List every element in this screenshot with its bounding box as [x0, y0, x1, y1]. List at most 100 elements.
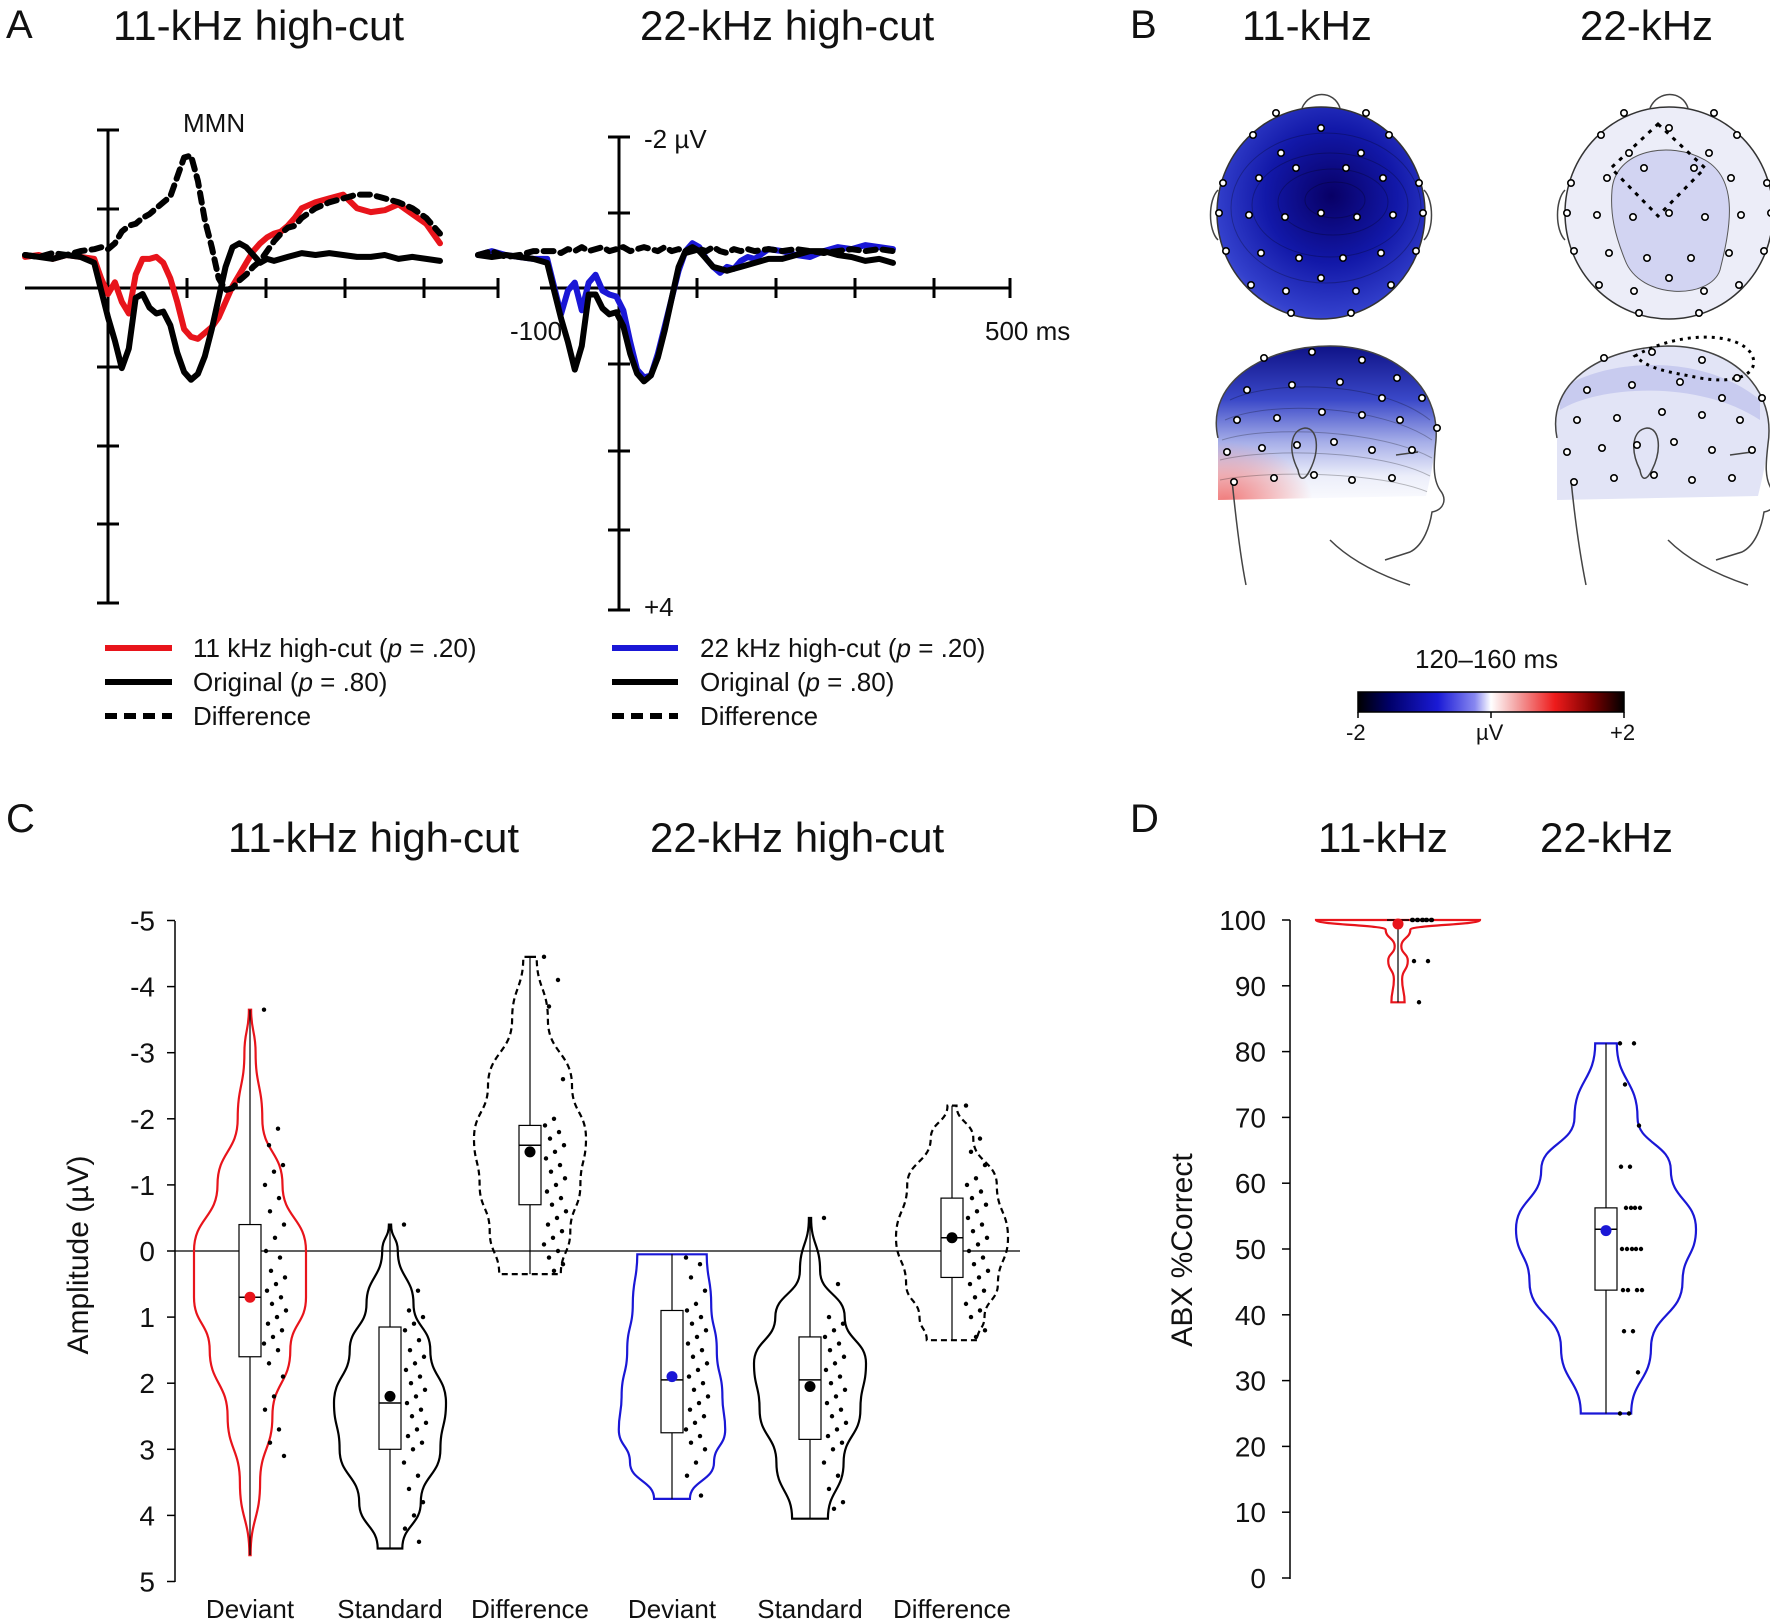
c-deviant-point	[275, 1347, 281, 1353]
electrode-dot	[1583, 385, 1592, 394]
c-difference-point	[969, 1195, 975, 1201]
c-difference-point	[984, 1235, 990, 1240]
electrode-dot	[1710, 109, 1719, 118]
mmn-label: MMN	[183, 108, 245, 138]
c-standard-point	[412, 1361, 418, 1366]
electrode-dot	[1362, 109, 1371, 118]
c-deviant-point	[274, 1314, 280, 1320]
c-standard-point	[840, 1321, 846, 1326]
d-11-khz-point	[1410, 917, 1416, 923]
c-deviant-point	[272, 1235, 278, 1240]
electrode-dot	[1389, 211, 1398, 220]
electrode-dot	[1215, 209, 1224, 218]
c-deviant-point	[276, 1195, 282, 1201]
c-difference-point	[541, 1242, 547, 1247]
c-standard-point	[421, 1354, 427, 1359]
electrode-dot	[1658, 407, 1667, 416]
electrode-dot	[1433, 423, 1442, 432]
electrode-dot	[1258, 443, 1267, 452]
c-standard-point	[416, 1338, 422, 1343]
c-difference-point	[968, 1314, 974, 1320]
c-difference-point	[966, 1248, 972, 1254]
ytick-label: 60	[1235, 1168, 1266, 1199]
c-standard-point	[826, 1314, 832, 1320]
electrode-dot	[1676, 377, 1685, 386]
violin-group-5	[752, 1215, 868, 1520]
colorbar-title: 120–160 ms	[1415, 644, 1558, 674]
electrode-dot	[1342, 164, 1351, 173]
electrode-dot	[1700, 286, 1709, 295]
electrode-dot	[1570, 247, 1579, 256]
c-standard-point	[838, 1407, 844, 1412]
c-deviant-point	[262, 1182, 268, 1188]
electrode-dot	[1643, 254, 1652, 263]
violin-group-4	[617, 1253, 727, 1500]
c-deviant-point	[271, 1169, 277, 1174]
electrode-dot	[1763, 179, 1770, 187]
electrode-dot	[1219, 179, 1228, 188]
d-22-khz-point	[1620, 1287, 1626, 1293]
electrode-dot	[1603, 174, 1612, 183]
c-deviant-point	[690, 1354, 696, 1359]
c-deviant-point	[264, 1288, 270, 1293]
c-difference-point	[980, 1255, 986, 1260]
ytick-label: 50	[1235, 1234, 1266, 1265]
ytick-label: 3	[139, 1434, 155, 1465]
c-standard-point	[828, 1381, 834, 1386]
electrode-dot	[1610, 473, 1619, 482]
d-22-khz-point	[1636, 1123, 1642, 1128]
erp-left-axes	[25, 128, 500, 605]
electrode-dot	[1419, 209, 1428, 218]
electrode-dot	[1272, 109, 1281, 118]
c-difference-point	[975, 1242, 981, 1247]
d-22-khz-point	[1629, 1246, 1635, 1252]
c-deviant-point	[688, 1275, 694, 1280]
erp-series-original-p-80-	[22, 240, 443, 383]
xtick-label: Difference	[471, 1594, 589, 1621]
c-standard-point	[841, 1354, 847, 1359]
ytick-label: -1	[130, 1170, 155, 1201]
xtick-label: Deviant	[206, 1594, 295, 1621]
c-standard-point	[410, 1447, 416, 1452]
electrode-dot	[1650, 470, 1659, 479]
erp-right-legend: 22 kHz high-cut (p = .20) Original (p = …	[612, 633, 985, 731]
panel-b-left-title: 11-kHz	[1242, 2, 1372, 49]
electrode-dot	[1308, 347, 1317, 356]
c-difference-point	[965, 1215, 971, 1221]
legend-difference-label: Difference	[700, 701, 818, 731]
electrode-dot	[1295, 254, 1304, 263]
c-difference-point	[963, 1103, 969, 1108]
d-22-khz-mean	[1600, 1225, 1612, 1237]
panel-a: A 11-kHz high-cut 22-kHz high-cut MMN -2…	[6, 2, 1070, 731]
erp-series-difference	[475, 244, 896, 260]
c-standard-point	[824, 1400, 830, 1406]
c-standard-point	[409, 1414, 415, 1419]
electrode-dot	[1598, 443, 1607, 452]
electrode-dot	[1629, 213, 1638, 222]
electrode-dot	[1358, 355, 1367, 364]
c-deviant-point	[688, 1440, 694, 1445]
c-standard-point	[401, 1222, 407, 1227]
c-difference-mean	[524, 1146, 536, 1158]
negativity-region	[1611, 149, 1730, 292]
c-standard-point	[831, 1328, 837, 1333]
c-difference-point	[978, 1189, 984, 1194]
c-standard-point	[420, 1499, 426, 1505]
c-difference-point	[548, 1169, 554, 1174]
electrode-dot	[1725, 249, 1734, 258]
panel-b-letter: B	[1130, 3, 1157, 47]
c-standard-point	[835, 1473, 841, 1478]
c-standard-point	[420, 1314, 426, 1320]
d-11-khz-point	[1415, 917, 1421, 923]
electrode-dot	[1282, 286, 1291, 295]
c-difference-point	[977, 1308, 983, 1313]
erp-x-end-label: 500 ms	[985, 316, 1070, 346]
electrode-dot	[1698, 355, 1707, 364]
electrode-dot	[1293, 440, 1302, 449]
xtick-label: Difference	[893, 1594, 1011, 1621]
side-map-positive	[1216, 346, 1437, 500]
ytick-label: -5	[130, 906, 155, 937]
colorbar-unit: µV	[1476, 720, 1504, 745]
erp-series-original-p-80-	[475, 244, 896, 385]
electrode-dot	[1758, 393, 1767, 402]
